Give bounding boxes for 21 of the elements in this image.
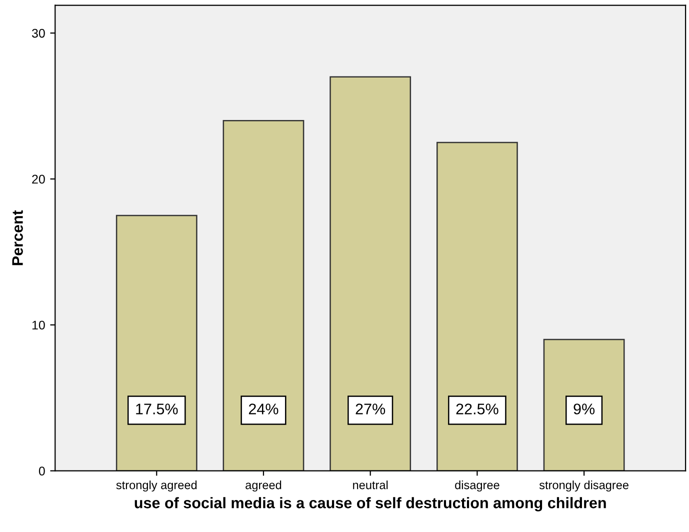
x-axis-title: use of social media is a cause of self destruction among children	[134, 497, 606, 512]
x-tick-label: agreed	[246, 480, 282, 492]
data-label: 27%	[356, 404, 386, 414]
data-label: 24%	[248, 404, 278, 414]
x-tick-label: neutral	[353, 480, 388, 490]
data-label: 9%	[574, 404, 595, 414]
data-label: 17.5%	[136, 404, 178, 414]
bar	[116, 214, 198, 471]
y-tick-label: 10	[32, 320, 45, 330]
y-tick-label: 30	[32, 28, 45, 38]
x-tick-label: strongly disagree	[539, 480, 628, 492]
y-tick-label: 0	[38, 466, 45, 476]
x-tick-label: strongly agreed	[116, 480, 197, 492]
bar	[543, 338, 625, 471]
y-axis-title: Percent	[12, 210, 23, 266]
bar	[222, 120, 304, 471]
x-tick-label: disagree	[455, 480, 500, 492]
data-label: 22.5%	[456, 404, 498, 414]
bar	[330, 76, 412, 471]
y-tick-label: 20	[32, 174, 45, 184]
bar	[436, 142, 518, 471]
